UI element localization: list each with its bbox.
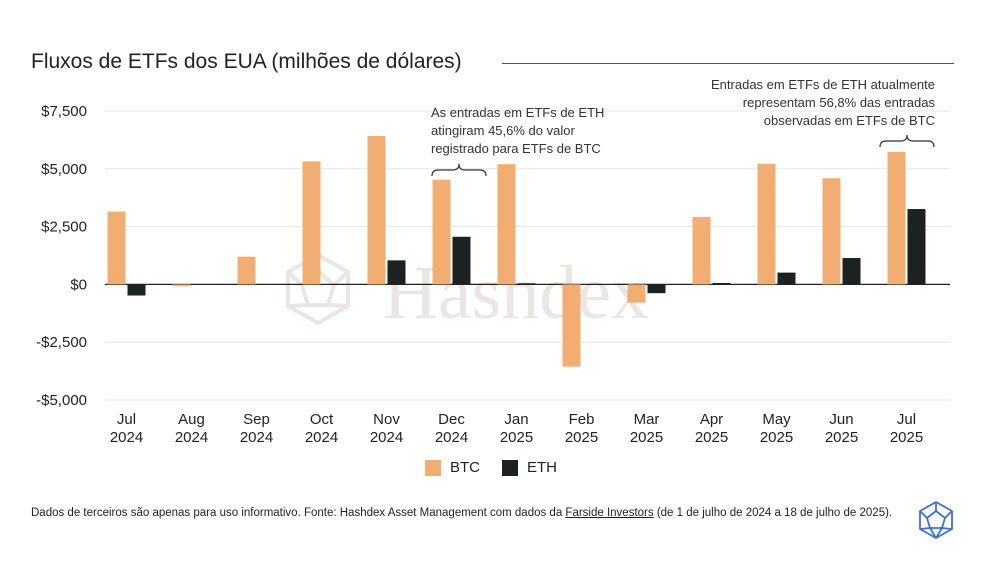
farside-link[interactable]: Farside Investors	[565, 507, 654, 519]
bar-btc	[692, 216, 711, 285]
x-tick-label: 2025	[890, 429, 923, 446]
bar-eth	[452, 236, 471, 285]
bar-eth	[712, 283, 731, 285]
x-tick-label: 2024	[305, 429, 338, 446]
x-tick-label: 2024	[110, 429, 143, 446]
chart-title: Fluxos de ETFs dos EUA (milhões de dólar…	[31, 50, 462, 73]
x-tick-label: 2025	[825, 429, 858, 446]
x-axis: Jul2024Aug2024Sep2024Oct2024Nov2024Dec20…	[110, 411, 923, 446]
x-tick-label: 2024	[435, 429, 468, 446]
bars	[107, 135, 926, 367]
bar-btc	[237, 256, 256, 285]
x-tick-label: Jun	[829, 411, 853, 428]
x-tick-label: 2025	[695, 429, 728, 446]
bar-btc	[107, 211, 126, 285]
bar-btc	[302, 161, 321, 285]
bar-btc	[562, 284, 581, 367]
brace-dec	[431, 163, 487, 177]
bar-btc	[172, 284, 191, 287]
x-tick-label: 2024	[370, 429, 403, 446]
bar-eth	[777, 272, 796, 285]
bar-btc	[432, 179, 451, 285]
annotation-eth-jul: Entradas em ETFs de ETH atualmente repre…	[711, 77, 935, 128]
x-tick-label: Sep	[243, 411, 270, 428]
flows-chart: Hashdex $7,500 $5,000 $2,500 $0 -$2,500 -$5,0…	[36, 103, 950, 446]
footer-text: Dados de terceiros são apenas para uso i…	[31, 507, 566, 519]
x-tick-label: 2025	[760, 429, 793, 446]
bar-eth	[517, 283, 536, 285]
y-tick-label: -$2,500	[36, 334, 87, 351]
legend-item-btc: BTC	[425, 459, 480, 476]
bar-btc	[497, 164, 516, 285]
x-tick-label: 2025	[630, 429, 663, 446]
legend-swatch-btc	[425, 459, 441, 476]
bar-btc	[822, 178, 841, 285]
x-tick-label: 2024	[240, 429, 273, 446]
x-tick-label: Oct	[310, 411, 334, 428]
legend-item-eth: ETH	[502, 459, 557, 476]
bar-eth	[127, 284, 146, 296]
x-tick-label: Nov	[373, 411, 400, 428]
chart-grid	[105, 110, 950, 401]
hashdex-logo-icon	[919, 501, 953, 539]
legend: BTC ETH	[425, 459, 579, 476]
footer-source: Dados de terceiros são apenas para uso i…	[31, 505, 896, 522]
x-tick-label: 2025	[500, 429, 533, 446]
x-tick-label: Jul	[117, 411, 136, 428]
y-tick-label: $7,500	[41, 103, 87, 120]
bar-eth	[387, 260, 406, 285]
x-tick-label: Jul	[897, 411, 916, 428]
bar-btc	[627, 284, 646, 303]
y-tick-label: -$5,000	[36, 392, 87, 409]
y-tick-label: $2,500	[41, 219, 87, 236]
legend-swatch-eth	[502, 459, 518, 476]
y-axis: $7,500 $5,000 $2,500 $0 -$2,500 -$5,000	[36, 103, 87, 409]
x-tick-label: 2024	[175, 429, 208, 446]
bar-btc	[887, 151, 906, 285]
x-tick-label: Feb	[569, 411, 595, 428]
x-tick-label: Aug	[178, 411, 205, 428]
legend-label-eth: ETH	[527, 459, 557, 476]
bar-eth	[842, 258, 861, 285]
bar-btc	[367, 135, 386, 285]
watermark-text: Hashdex	[383, 251, 649, 335]
bar-btc	[757, 163, 776, 285]
x-tick-label: May	[762, 411, 791, 428]
legend-label-btc: BTC	[450, 459, 480, 476]
x-tick-label: Jan	[504, 411, 528, 428]
annotation-braces	[431, 134, 935, 177]
title-divider	[502, 63, 954, 64]
footer-text-end: (de 1 de julho de 2024 a 18 de julho de …	[653, 507, 893, 519]
x-tick-label: Mar	[634, 411, 660, 428]
x-tick-label: 2025	[565, 429, 598, 446]
y-tick-label: $0	[70, 276, 87, 293]
y-tick-label: $5,000	[41, 161, 87, 178]
annotation-eth-dec: As entradas em ETFs de ETH atingiram 45,…	[431, 105, 605, 156]
bar-eth	[647, 284, 666, 294]
bar-eth	[907, 209, 926, 285]
x-tick-label: Dec	[438, 411, 465, 428]
brace-jul	[879, 134, 935, 148]
hashdex-watermark-icon: Hashdex	[286, 251, 649, 335]
x-tick-label: Apr	[700, 411, 723, 428]
